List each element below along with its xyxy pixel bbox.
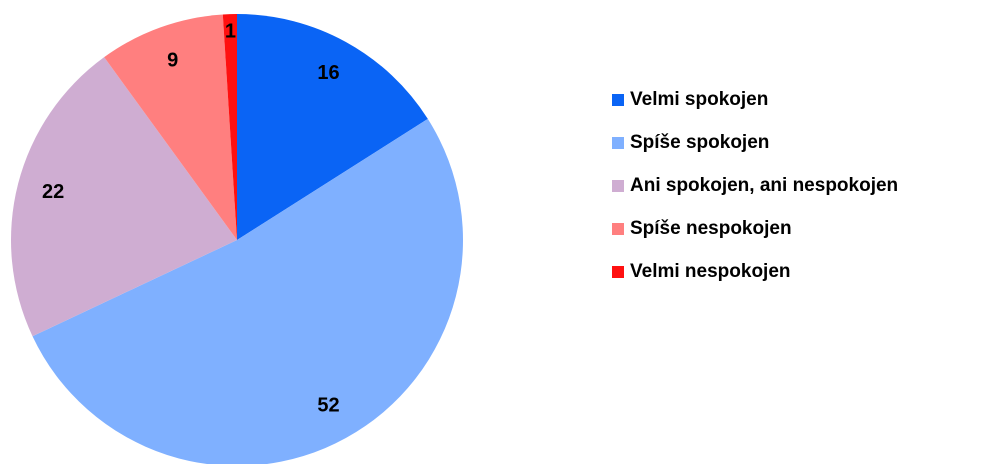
- pie-slice: [237, 14, 428, 240]
- data-label: 52: [317, 395, 339, 417]
- pie-slice: [222, 14, 237, 240]
- legend-marker: [612, 94, 624, 106]
- legend-marker: [612, 180, 624, 192]
- legend-marker: [612, 137, 624, 149]
- legend-marker: [612, 223, 624, 235]
- data-label: 16: [317, 62, 339, 84]
- data-label: 9: [167, 50, 178, 72]
- pie-slice: [11, 57, 238, 337]
- legend-label: Ani spokojen, ani nespokojen: [630, 175, 898, 196]
- legend-marker: [612, 266, 624, 278]
- legend-label: Velmi spokojen: [630, 89, 768, 110]
- legend-label: Velmi nespokojen: [630, 261, 791, 282]
- data-label: 22: [42, 181, 64, 203]
- pie-slice: [104, 14, 238, 241]
- legend-label: Spíše nespokojen: [630, 218, 792, 239]
- legend-label: Spíše spokojen: [630, 132, 769, 153]
- pie-slice: [32, 118, 463, 464]
- data-label: 1: [225, 20, 236, 42]
